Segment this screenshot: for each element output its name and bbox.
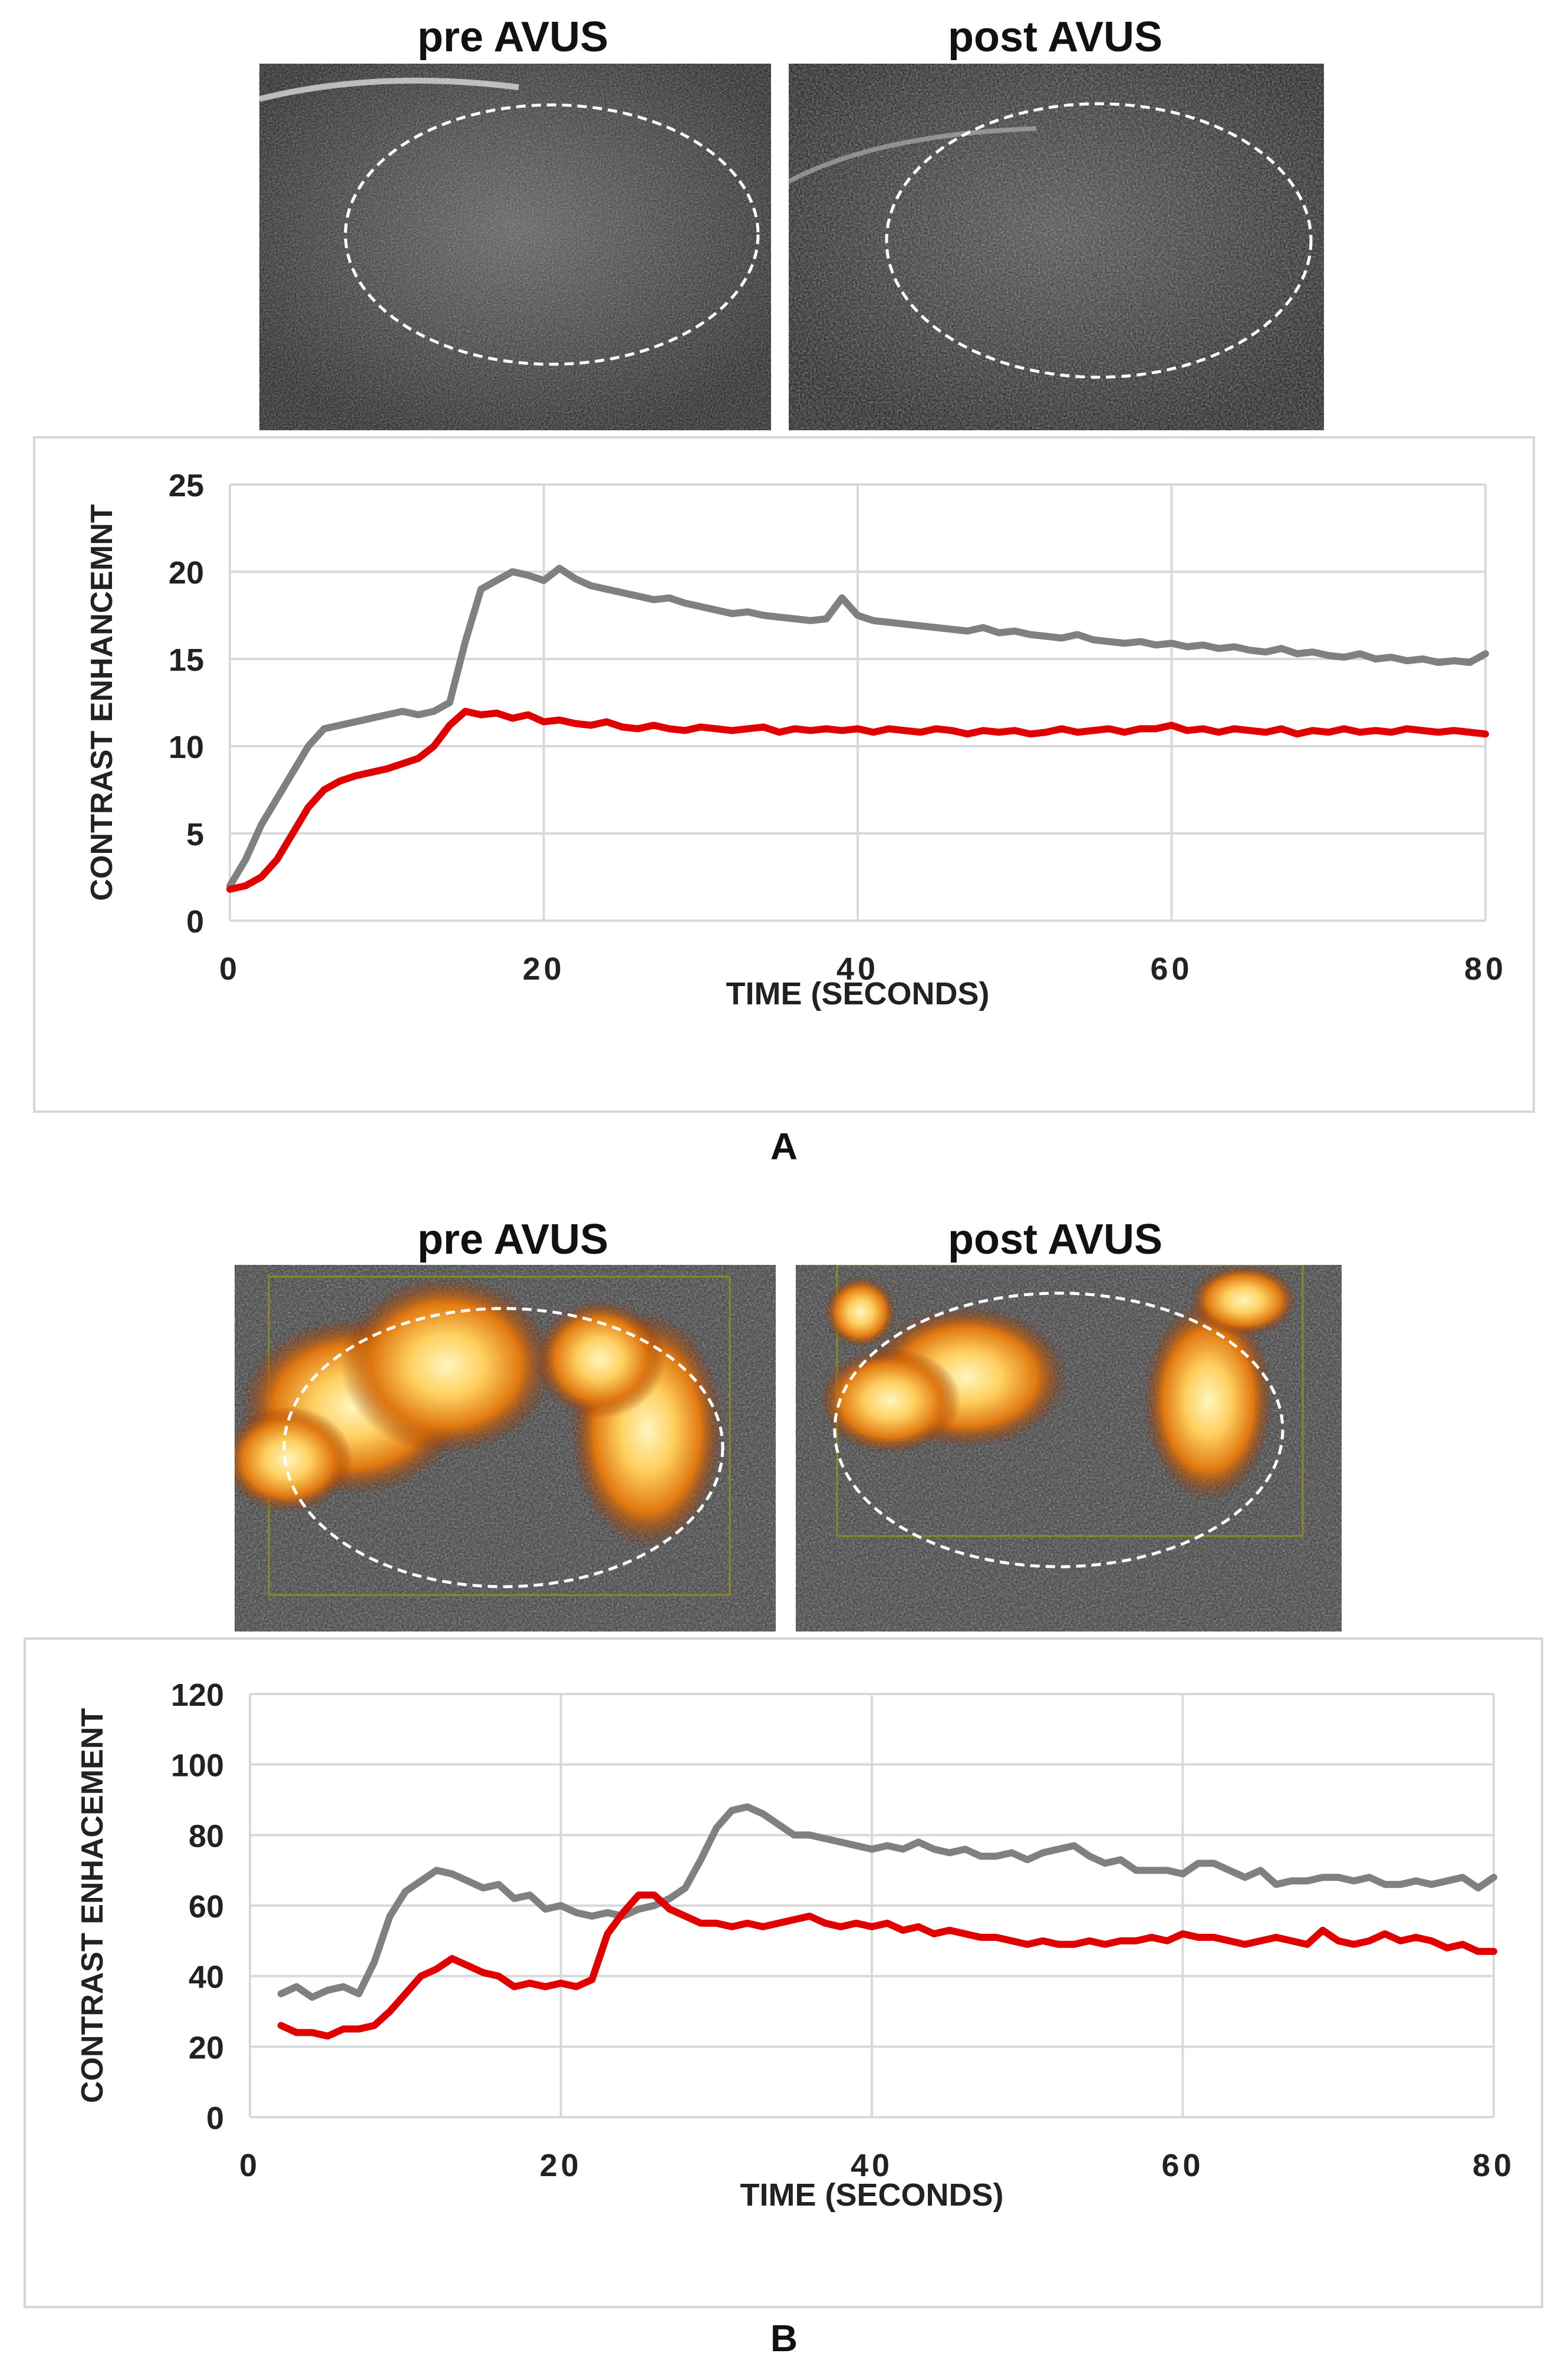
chart-b-xaxis-label: TIME (SECONDS) <box>740 2177 1003 2213</box>
chart-b-xtick-label: 20 <box>539 2148 582 2183</box>
chart-a-xaxis-label: TIME (SECONDS) <box>726 976 989 1011</box>
panel-b-letter: B <box>770 2317 798 2359</box>
chart-a-ytick-label: 25 <box>169 468 204 503</box>
chart-a-xtick-label: 80 <box>1464 951 1507 987</box>
panel-a-post-ultrasound-image <box>789 64 1324 430</box>
panel-a-post-label: post AVUS <box>947 14 1162 61</box>
chart-b-ytick-label: 60 <box>189 1889 224 1924</box>
chart-a-series-post-avus-line <box>226 707 1489 893</box>
chart-a-ytick-label: 5 <box>186 817 204 852</box>
chart-b-ytick-label: 0 <box>206 2101 224 2136</box>
chart-b-xtick-label: 0 <box>239 2148 261 2183</box>
chart-a-xtick-label: 60 <box>1150 951 1193 987</box>
chart-b-ytick-label: 100 <box>171 1748 224 1784</box>
panel-b-post-label: post AVUS <box>947 1216 1162 1263</box>
chart-b-frame: 0 20 40 60 80 100 120 0 20 40 60 80 TIME (SECONDS) CO… <box>24 1637 1543 2308</box>
panel-a-letter: A <box>770 1125 798 1168</box>
chart-b-ytick-label: 80 <box>189 1818 224 1854</box>
chart-a-ytick-label: 10 <box>169 730 204 765</box>
chart-a-yaxis-label: CONTRAST ENHANCEMNT <box>85 504 119 901</box>
panel-b-post-contrast-image <box>796 1265 1342 1632</box>
chart-a-xtick-label: 40 <box>836 951 879 987</box>
chart-b-ytick-label: 120 <box>171 1677 224 1713</box>
chart-a-ytick-label: 20 <box>169 555 204 591</box>
chart-b: 0 20 40 60 80 100 120 0 20 40 60 80 TIME (SECONDS) CO… <box>75 1677 1515 2213</box>
chart-b-xtick-label: 40 <box>851 2148 893 2183</box>
chart-a-xtick-label: 20 <box>522 951 565 987</box>
chart-a-ytick-label: 0 <box>186 904 204 940</box>
panel-b-pre-roi-ellipse <box>282 1307 724 1588</box>
chart-b-xtick-label: 80 <box>1473 2148 1515 2183</box>
panel-a-post-roi-ellipse <box>885 102 1313 379</box>
chart-b-ytick-label: 40 <box>189 1960 224 1995</box>
chart-b-yaxis-label: CONTRAST ENHACEMENT <box>75 1708 110 2103</box>
chart-a: 0 5 10 15 20 25 0 20 40 60 80 TIME (SECONDS) CONTRAS… <box>85 468 1507 1011</box>
panel-b-post-roi-ellipse <box>833 1291 1284 1568</box>
chart-a-frame: 0 5 10 15 20 25 0 20 40 60 80 TIME (SECONDS) CONTRAS… <box>33 436 1535 1113</box>
chart-a-xtick-label: 0 <box>219 951 241 987</box>
chart-b-xtick-label: 60 <box>1161 2148 1204 2183</box>
panel-b-pre-contrast-image <box>235 1265 776 1632</box>
panel-a-pre-label: pre AVUS <box>417 14 609 61</box>
panel-a-pre-roi-ellipse <box>344 103 760 366</box>
chart-b-series-pre-avus-line <box>277 1803 1497 2001</box>
panel-b-pre-label: pre AVUS <box>417 1216 609 1263</box>
chart-a-series-pre-avus-line <box>226 565 1489 889</box>
chart-b-series-post-avus-line <box>277 1891 1497 2040</box>
chart-a-ytick-label: 15 <box>169 642 204 678</box>
chart-b-ytick-label: 20 <box>189 2030 224 2065</box>
panel-a-pre-ultrasound-image <box>259 64 771 430</box>
